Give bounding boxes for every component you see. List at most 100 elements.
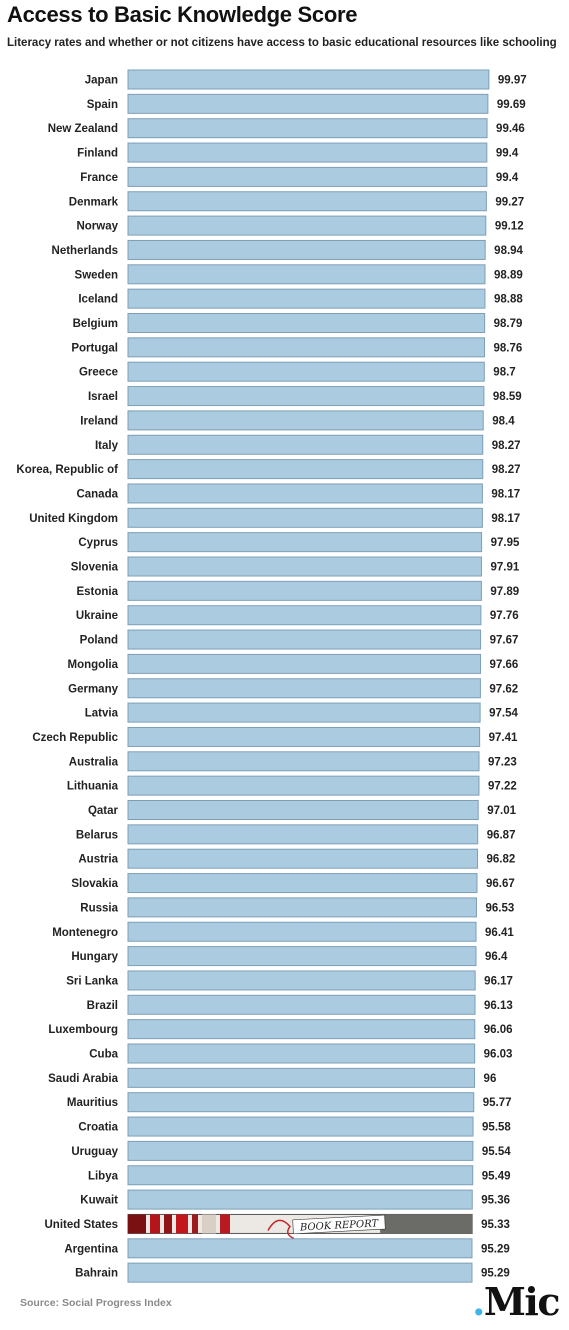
category-label: Korea, Republic of (16, 464, 118, 476)
bar (127, 142, 488, 163)
logo-dot: . (472, 1279, 485, 1324)
category-label: Germany (68, 683, 118, 695)
bar (127, 946, 477, 967)
bar (127, 166, 488, 187)
bar (127, 337, 486, 358)
bar (127, 215, 487, 236)
category-label: Ireland (80, 415, 118, 427)
category-label: Greece (79, 367, 118, 379)
value-label: 98.76 (494, 342, 523, 354)
value-label: 99.4 (496, 148, 519, 160)
value-label: 98.79 (494, 318, 523, 330)
category-label: Brazil (87, 1000, 118, 1012)
category-label: Belarus (76, 829, 118, 841)
bar (127, 848, 479, 869)
value-label: 97.89 (490, 586, 519, 598)
value-label: 98.88 (494, 294, 523, 306)
bar (127, 921, 477, 942)
book-report-image: BOOK REPORT (128, 1214, 473, 1240)
bar (127, 507, 483, 528)
category-label: Sri Lanka (66, 975, 118, 987)
value-label: 95.49 (482, 1170, 511, 1182)
bar (127, 410, 484, 431)
category-label: United States (45, 1219, 119, 1231)
bar (127, 1116, 474, 1137)
value-label: 96.41 (485, 927, 514, 939)
source-note: Source: Social Progress Index (20, 1297, 172, 1309)
category-label: Bahrain (75, 1268, 118, 1280)
category-label: Spain (87, 99, 118, 111)
value-label: 97.67 (490, 635, 519, 647)
mic-logo: .Mic (472, 1279, 560, 1324)
category-label: Slovakia (71, 878, 118, 890)
bar (127, 605, 482, 626)
category-label: Sweden (75, 269, 118, 281)
value-label: 99.69 (497, 99, 526, 111)
bar (127, 191, 487, 212)
value-label: 96.87 (487, 829, 516, 841)
bar (127, 1262, 473, 1283)
bar (127, 459, 484, 480)
bar (127, 824, 479, 845)
bar (127, 1165, 474, 1186)
value-label: 98.59 (493, 391, 522, 403)
bar (127, 1140, 474, 1161)
category-label: Luxembourg (48, 1024, 118, 1036)
category-label: New Zealand (48, 123, 118, 135)
category-label: Estonia (76, 586, 118, 598)
bar (127, 873, 478, 894)
value-label: 96 (484, 1073, 497, 1085)
value-label: 99.4 (496, 172, 519, 184)
bar (127, 361, 485, 382)
value-label: 98.4 (492, 415, 515, 427)
category-label: Cyprus (78, 537, 118, 549)
category-label: United Kingdom (29, 513, 118, 525)
value-label: 99.12 (495, 221, 524, 233)
category-label: Czech Republic (32, 732, 118, 744)
bar (127, 264, 486, 285)
category-label: Belgium (73, 318, 118, 330)
category-label: Mauritius (67, 1097, 118, 1109)
bar (127, 1238, 473, 1259)
category-label: France (80, 172, 118, 184)
bar (127, 580, 482, 601)
bar (127, 775, 480, 796)
value-label: 98.27 (492, 440, 521, 452)
category-label: Australia (69, 756, 119, 768)
category-label: Netherlands (52, 245, 118, 257)
bar (127, 483, 483, 504)
value-label: 97.95 (491, 537, 520, 549)
category-label: Libya (88, 1170, 119, 1182)
bar (127, 1019, 476, 1040)
category-label: Israel (88, 391, 118, 403)
bar (127, 532, 483, 553)
category-label: Canada (76, 488, 118, 500)
category-label: Slovenia (71, 562, 119, 574)
category-label: Latvia (85, 708, 119, 720)
category-label: Norway (76, 221, 118, 233)
value-label: 98.17 (491, 488, 520, 500)
value-label: 97.76 (490, 610, 519, 622)
value-label: 95.77 (483, 1097, 512, 1109)
value-label: 95.29 (481, 1243, 510, 1255)
category-label: Portugal (71, 342, 118, 354)
category-label: Austria (78, 854, 118, 866)
category-label: Poland (80, 635, 118, 647)
category-label: Finland (77, 148, 118, 160)
category-label: Hungary (71, 951, 118, 963)
category-label: Mongolia (68, 659, 119, 671)
value-label: 95.29 (481, 1268, 510, 1280)
value-label: 98.94 (494, 245, 523, 257)
value-label: 97.22 (488, 781, 517, 793)
value-label: 96.4 (485, 951, 508, 963)
bar (127, 69, 490, 90)
value-label: 96.03 (484, 1049, 513, 1061)
category-label: Cuba (89, 1049, 118, 1061)
category-label: Qatar (88, 805, 119, 817)
bar (127, 970, 476, 991)
bar (127, 629, 482, 650)
category-label: Saudi Arabia (48, 1073, 118, 1085)
category-label: Denmark (69, 196, 119, 208)
value-label: 96.82 (487, 854, 516, 866)
category-label: Croatia (78, 1122, 118, 1134)
